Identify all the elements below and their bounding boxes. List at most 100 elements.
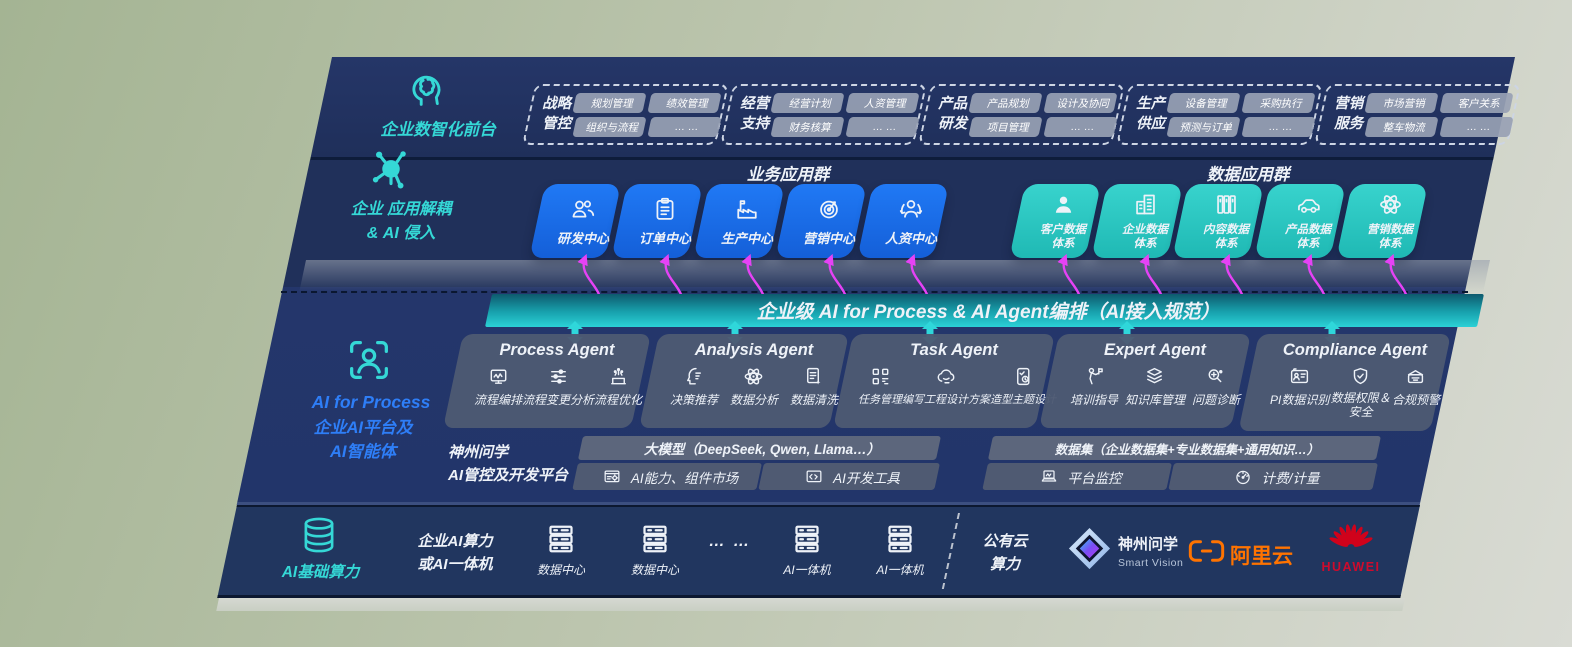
card-analysis-agent: Analysis Agent 决策推荐 数据分析 数据清洗	[639, 334, 849, 428]
agent-item: 合规预警	[1392, 365, 1440, 408]
agent-item: 流程优化	[594, 365, 642, 408]
pill: 财务核算	[770, 116, 845, 137]
molecule-icon	[366, 146, 416, 196]
agent-item: PI数据识别	[1270, 365, 1329, 408]
pill: 整车物流	[1364, 116, 1439, 137]
database-icon	[298, 513, 340, 557]
ai-scan-icon	[343, 334, 395, 386]
clipboard-icon	[651, 195, 679, 223]
public-cloud-label: 公有云 算力	[982, 533, 1028, 573]
node-label: AI一体机	[783, 563, 831, 577]
pill: … …	[1439, 116, 1514, 137]
dev-tools-icon	[804, 467, 824, 487]
cell-ai-components: AI能力、组件市场	[572, 463, 762, 490]
tile-rd-center: 研发中心	[529, 184, 621, 258]
gauge-icon	[1233, 467, 1253, 487]
aliyun-name: 阿里云	[1230, 545, 1293, 568]
pill: … …	[647, 116, 722, 137]
card-process-agent: Process Agent 流程编排 流程变更分析 流程优化	[443, 334, 651, 428]
agent-item: 造型主题设计	[990, 365, 1056, 407]
node-label: 数据中心	[630, 563, 679, 577]
alert-mail-icon	[1404, 365, 1427, 388]
tile-customer-data: 客户数据 体系	[1009, 184, 1101, 258]
factory-icon	[733, 195, 761, 223]
card-expert-agent: Expert Agent 培训指导 知识库管理 问题诊断	[1039, 334, 1251, 428]
smartvision-logo	[1066, 525, 1113, 572]
car-icon	[1295, 191, 1322, 218]
front-group-operation: 经营 支持 经营计划 人资管理 财务核算 … …	[720, 84, 927, 145]
tile-product-data: 产品数据 体系	[1254, 184, 1346, 258]
tile-enterprise-data: 企业数据 体系	[1091, 184, 1183, 258]
tile-hr-center: 人资中心	[857, 184, 949, 258]
agent-item: 流程变更分析	[522, 365, 594, 408]
decoupling-dashed-line	[281, 291, 1468, 293]
pill: 采购执行	[1241, 92, 1316, 113]
cloud-edit-icon	[935, 365, 958, 388]
huawei-logo	[1328, 518, 1374, 558]
pill: … …	[845, 116, 920, 137]
tile-marketing-data: 营销数据 体系	[1336, 184, 1428, 258]
pill: … …	[1043, 116, 1118, 137]
brain-icon	[403, 64, 449, 114]
server-icon	[789, 521, 825, 557]
hr-icon	[897, 195, 925, 223]
front-group-strategy: 战略 管控 规划管理 绩效管理 组织与流程 … …	[522, 84, 729, 145]
ellipsis-label: … …	[708, 533, 752, 550]
dataset-header: 数据集（企业数据集+专业数据集+通用知识…）	[987, 436, 1381, 460]
agent-item: 知识库管理	[1125, 365, 1185, 408]
server-icon	[882, 521, 918, 557]
platform-name: 神州问学 AI管控及开发平台	[448, 444, 569, 485]
ai-for-process-label: AI for Process	[311, 392, 431, 412]
pill: 产品规划	[968, 92, 1043, 113]
cell-dev-tools: AI开发工具	[758, 463, 940, 490]
app-decoupling-label: 企业 应用解耦 & AI 侵入	[350, 201, 452, 242]
sliders-icon	[547, 365, 570, 388]
atom-icon	[742, 365, 765, 388]
pill: 设备管理	[1166, 92, 1241, 113]
pill: 经营计划	[770, 92, 845, 113]
enterprise-compute-label: 企业AI算力 或AI一体机	[417, 533, 493, 573]
decision-head-icon	[683, 365, 706, 388]
training-icon	[1083, 365, 1106, 388]
pill: 市场营销	[1364, 92, 1439, 113]
agent-item: 编写工程设计方案	[902, 365, 990, 407]
tile-marketing-center: 营销中心	[775, 184, 867, 258]
aliyun-logo	[1188, 538, 1225, 564]
components-icon	[602, 467, 622, 487]
agent-item: 问题诊断	[1192, 365, 1240, 408]
agent-item: 任务管理	[858, 365, 902, 407]
pill: 项目管理	[968, 116, 1043, 137]
user-icon	[1050, 191, 1077, 218]
agent-item: 数据分析	[730, 365, 778, 408]
node-label: 数据中心	[536, 563, 585, 577]
agent-item: 数据清洗	[790, 365, 838, 408]
huawei-name: HUAWEI	[1321, 560, 1381, 574]
agent-item: 流程编排	[474, 365, 522, 408]
pill: 人资管理	[845, 92, 920, 113]
agent-item: 决策推荐	[670, 365, 718, 408]
data-group-title: 数据应用群	[1206, 166, 1290, 184]
pill: 设计及协同	[1043, 92, 1118, 113]
design-board-icon	[1012, 365, 1035, 388]
pill: 规划管理	[572, 92, 647, 113]
floor-strip	[216, 598, 1405, 611]
front-group-product: 产品 研发 产品规划 设计及协同 项目管理 … …	[918, 84, 1125, 145]
cell-platform-monitor: 平台监控	[982, 463, 1172, 490]
agent-item: 数据权限＆ 安全	[1331, 365, 1391, 420]
front-group-supply: 生产 供应 设备管理 采购执行 预测与订单 … …	[1116, 84, 1323, 145]
smartvision-name: 神州问学 Smart Vision	[1118, 536, 1184, 569]
server-icon	[543, 521, 579, 557]
target-icon	[815, 195, 843, 223]
group-title: 经营 支持	[740, 96, 770, 132]
agent-item: 培训指导	[1070, 365, 1118, 408]
team-icon	[569, 195, 597, 223]
pill: … …	[1241, 116, 1316, 137]
cell-billing: 计费/计量	[1168, 463, 1378, 490]
knowledge-layers-icon	[1143, 365, 1166, 388]
pill: 组织与流程	[572, 116, 647, 137]
group-title: 营销 服务	[1334, 96, 1364, 132]
business-group-title: 业务应用群	[746, 166, 830, 184]
pill: 预测与订单	[1166, 116, 1241, 137]
diagnosis-icon	[1204, 365, 1227, 388]
